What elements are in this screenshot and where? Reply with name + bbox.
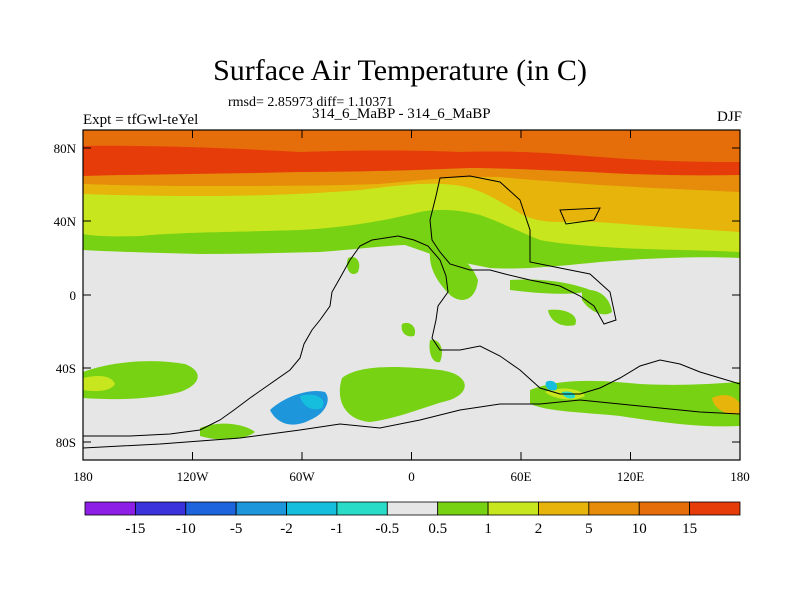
patch-southern-africa <box>429 339 442 363</box>
lat-tick-labels: 80N 40N 0 40S 80S <box>54 141 77 450</box>
colorbar-label: -1 <box>331 521 344 537</box>
colorbar-label: 0.5 <box>428 521 447 537</box>
band-2deg-south-pacific <box>83 376 115 392</box>
colorbar-label: -5 <box>230 521 243 537</box>
colorbar-label: 1 <box>484 521 492 537</box>
colorbar-swatch <box>235 501 287 516</box>
lon-label: 180 <box>730 469 750 484</box>
lon-label: 120W <box>177 469 210 484</box>
colorbar-swatch <box>487 501 539 516</box>
band-1deg-south-america <box>200 423 255 440</box>
patch-cold-indian-2 <box>562 391 576 399</box>
lon-tick-labels: 180 120W 60W 0 60E 120E 180 <box>73 469 750 484</box>
lon-tick-marks <box>82 130 741 460</box>
lat-tick-marks <box>83 147 740 443</box>
colorbar-swatch <box>689 501 741 516</box>
patch-central-africa <box>429 249 478 300</box>
patch-cold-scotia-core <box>300 394 324 410</box>
lat-label: 80N <box>54 141 77 156</box>
season-label: DJF <box>716 109 742 125</box>
lon-label: 60W <box>289 469 315 484</box>
patch-africa-small <box>401 322 416 337</box>
colorbar-swatch <box>638 501 691 516</box>
colorbar-label: 10 <box>632 521 647 537</box>
colorbar-label: -0.5 <box>375 521 399 537</box>
coastline-north-continent <box>429 175 617 325</box>
colorbar-swatch <box>134 501 187 516</box>
colorbar-swatch <box>336 501 388 516</box>
colorbar-label: -10 <box>176 521 196 537</box>
colorbar-swatch <box>84 501 136 516</box>
coastline-africa-eurasia <box>397 235 740 395</box>
experiment-label: Expt = tfGwl-teYel <box>83 112 199 128</box>
coastline-south-continent <box>83 399 740 449</box>
lat-label: 40N <box>54 214 77 229</box>
colorbar-swatch <box>437 501 489 516</box>
lat-label: 40S <box>56 361 76 376</box>
coastline-inland-sea <box>559 207 601 225</box>
band-15deg-north <box>83 145 740 176</box>
lat-label: 0 <box>70 288 77 303</box>
lat-label: 80S <box>56 435 76 450</box>
band-1deg-south-indian <box>530 380 740 427</box>
patch-atlantic-west <box>346 256 360 275</box>
colorbar-swatch <box>538 501 590 516</box>
colorbar-label: -15 <box>125 521 145 537</box>
band-1deg-south-pacific <box>83 361 198 400</box>
patch-indonesia <box>582 289 612 315</box>
stats-text: rmsd= 2.85973 diff= 1.10371 <box>228 95 394 110</box>
lon-label: 120E <box>617 469 645 484</box>
lon-label: 0 <box>408 469 415 484</box>
colorbar-swatch <box>588 501 640 516</box>
colorbar-label: -2 <box>280 521 293 537</box>
lon-label: 180 <box>73 469 93 484</box>
colorbar-label: 5 <box>585 521 593 537</box>
colorbar-swatch <box>386 501 439 516</box>
patch-indian-ocean-2 <box>548 309 576 326</box>
colorbar-swatch <box>286 501 338 516</box>
coastlines <box>83 175 740 449</box>
band-5deg-south-indian <box>712 395 740 415</box>
colorbar-swatch <box>185 501 237 516</box>
colorbar-label: 2 <box>535 521 543 537</box>
colorbar-label: 15 <box>682 521 697 537</box>
runs-text: 314_6_MaBP - 314_6_MaBP <box>312 106 491 122</box>
band-1deg-south-atlantic <box>339 367 465 422</box>
map-title: Surface Air Temperature (in C) <box>213 54 587 87</box>
patch-cold-indian <box>545 380 558 391</box>
lon-label: 60E <box>511 469 532 484</box>
patch-indian-ocean-1 <box>510 279 590 294</box>
coastline-americas <box>83 235 399 437</box>
temperature-field <box>83 130 740 460</box>
colorbar: -15 -10 -5 -2 -1 -0.5 0.5 1 2 5 10 15 <box>84 501 741 537</box>
